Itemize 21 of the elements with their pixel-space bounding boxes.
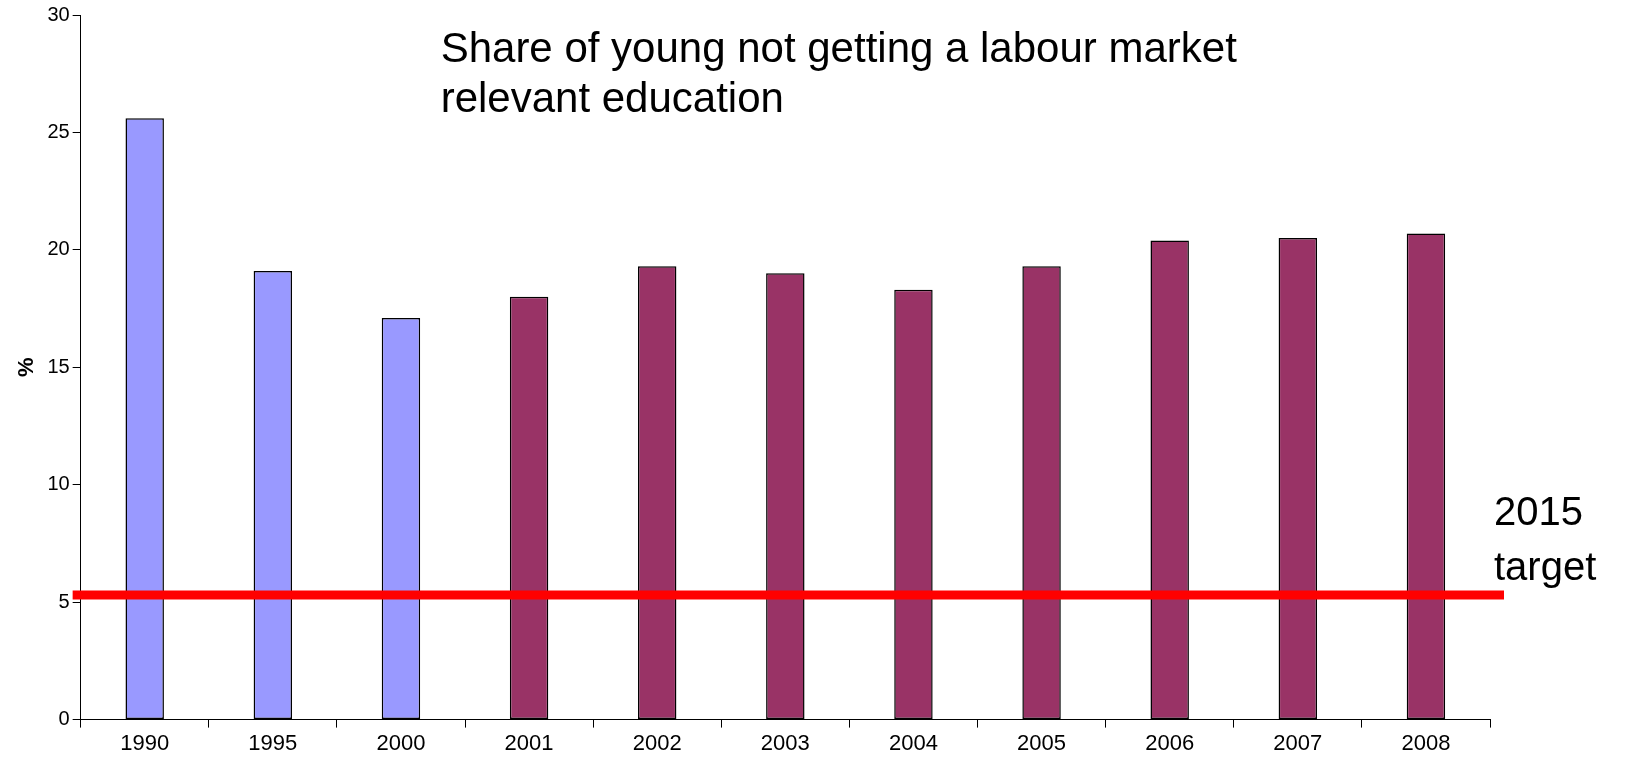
x-tick-label: 2000 <box>376 729 426 755</box>
x-tick-label: 2004 <box>888 729 938 755</box>
text: Share of young not getting a labour market relevant education <box>440 23 1238 121</box>
y-tick-label: 20 <box>47 237 70 260</box>
y-tick-label: 25 <box>47 119 70 142</box>
x-tick-label: 1990 <box>120 729 170 755</box>
y-tick-label: 30 <box>47 2 70 25</box>
x-tick-label: 1995 <box>248 729 298 755</box>
x-tick-label: 2006 <box>1145 729 1195 755</box>
x-tick-label: 2003 <box>760 729 810 755</box>
y-tick-label: 15 <box>47 354 70 377</box>
x-tick-label: 2001 <box>504 729 554 755</box>
y-tick-label: 5 <box>58 589 70 612</box>
y-tick-label: 10 <box>47 472 70 495</box>
y-tick-label: 0 <box>58 707 70 730</box>
ref-line-label: 2015 target <box>1494 489 1597 589</box>
x-tick-label: 2008 <box>1401 729 1451 755</box>
x-tick-label: 2005 <box>1017 729 1067 755</box>
y-axis-title: % <box>13 357 39 378</box>
x-tick-label: 2007 <box>1273 729 1323 755</box>
x-tick-label: 2002 <box>632 729 682 755</box>
